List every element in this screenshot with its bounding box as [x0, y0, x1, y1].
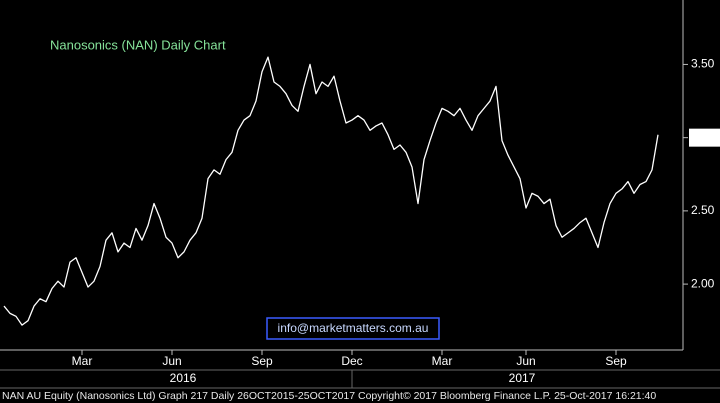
y-tick-label: 3.00: [691, 130, 715, 144]
y-tick-label: 3.50: [691, 57, 715, 71]
footer: NAN AU Equity (Nanosonics Ltd) Graph 217…: [2, 390, 656, 402]
x-tick-label: Jun: [162, 354, 181, 368]
chart-title: Nanosonics (NAN) Daily Chart: [50, 37, 226, 52]
x-year-label: 2016: [170, 371, 197, 385]
last-price-box: [689, 128, 720, 147]
x-year-label: 2017: [509, 371, 536, 385]
x-tick-label: Sep: [605, 354, 627, 368]
x-tick-label: Mar: [72, 354, 93, 368]
y-tick-label: 2.50: [691, 203, 715, 217]
x-tick-label: Jun: [516, 354, 535, 368]
annotation-box: [266, 317, 440, 340]
x-tick-label: Sep: [251, 354, 273, 368]
x-tick-label: Mar: [432, 354, 453, 368]
y-tick-label: 2.00: [691, 276, 715, 290]
price-line: [3, 56, 659, 326]
annotation: info@marketmatters.com.au: [278, 321, 429, 335]
x-tick-label: Dec: [341, 354, 362, 368]
